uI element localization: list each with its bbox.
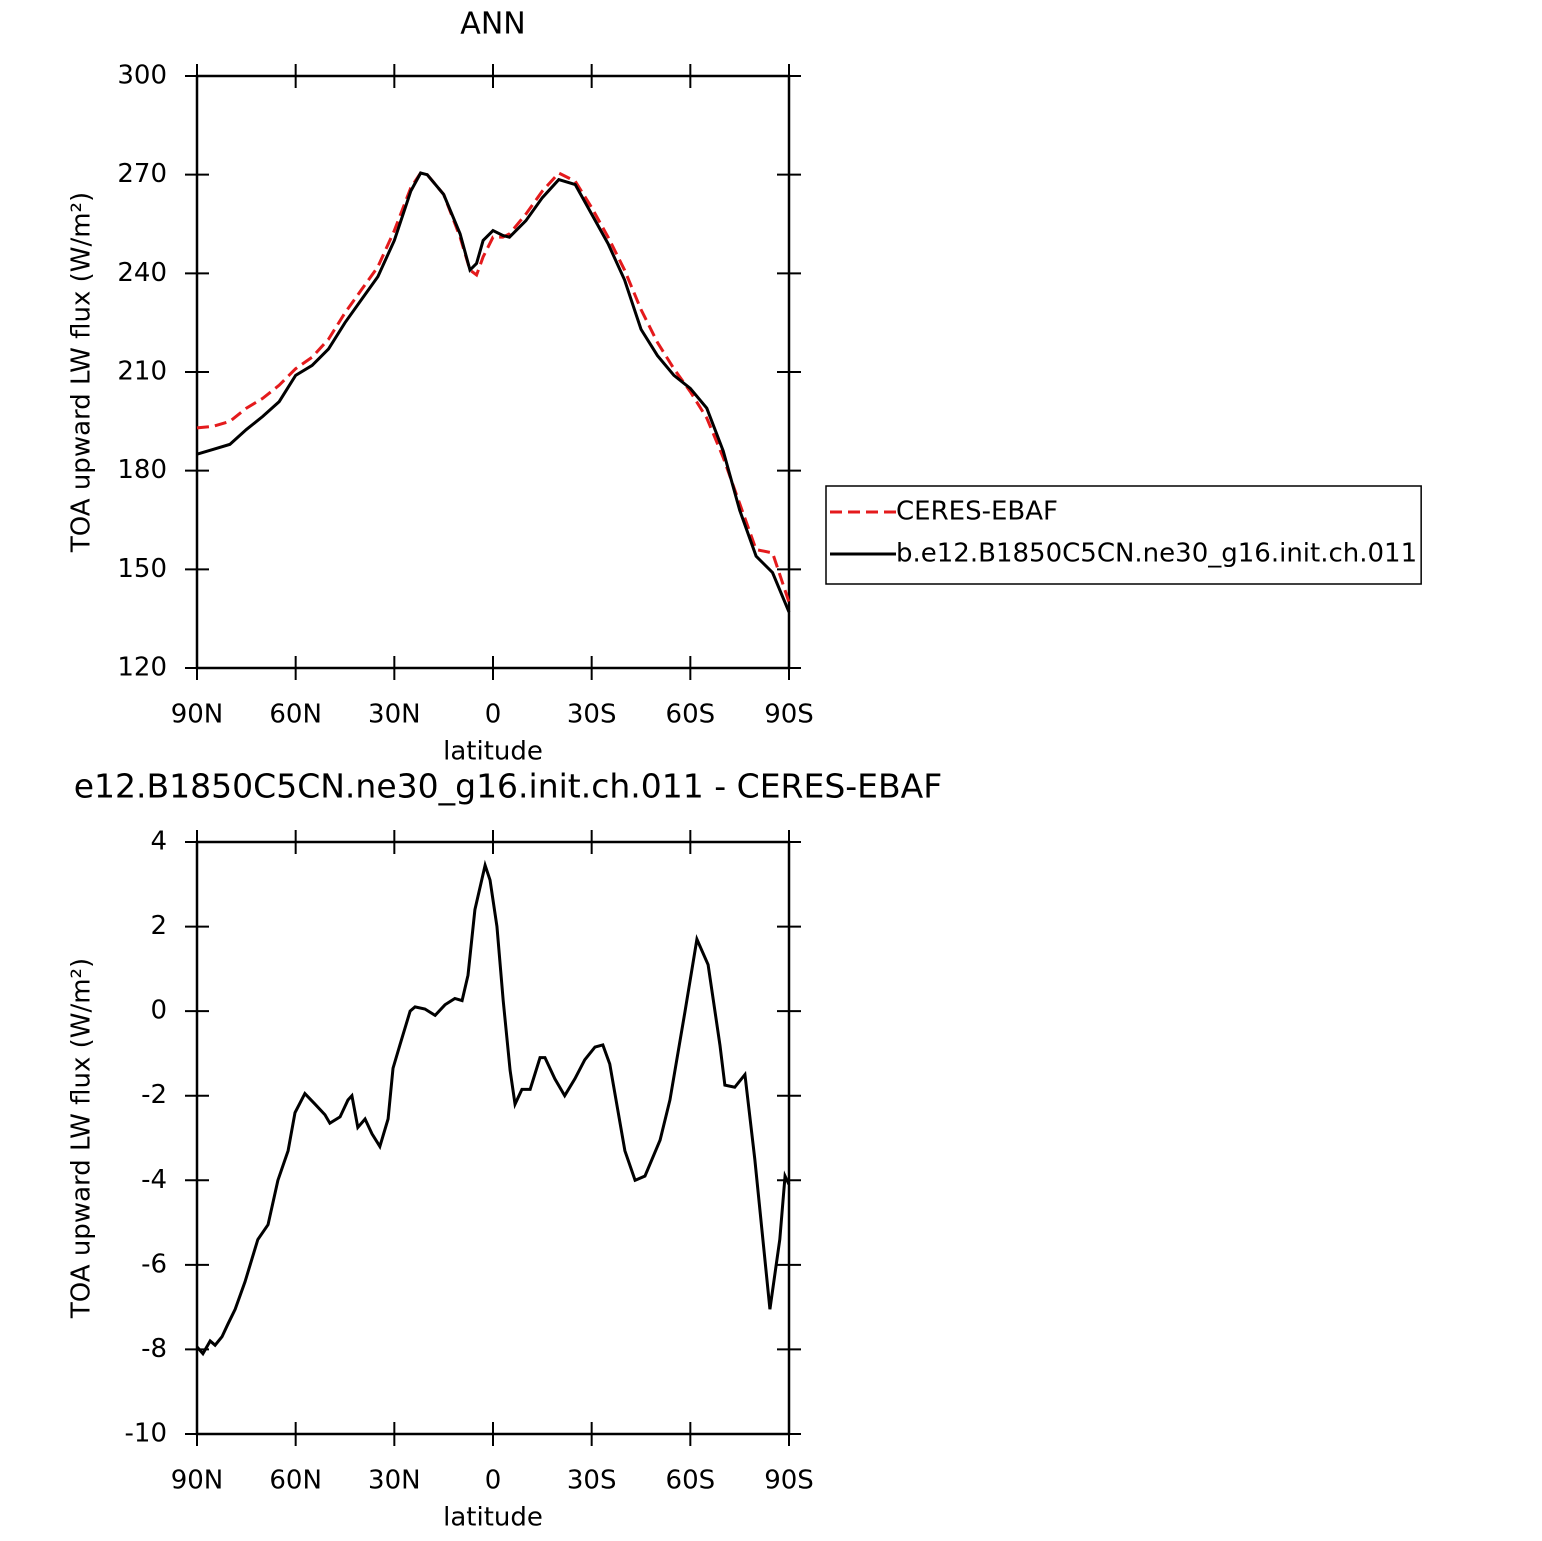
x-tick-label: 0 (485, 700, 502, 730)
y-tick-label: 240 (117, 258, 167, 288)
plot: ANN 90N 60N 30N 0 30S 60S 90S 120 150 180 210 240 270… (67, 7, 1422, 767)
y-axis-label: TOA upward LW flux (W/m²) (67, 192, 97, 553)
x-tick-label: 60N (269, 700, 322, 730)
x-tick-label: 90N (171, 1466, 224, 1496)
y-tick-label: 0 (150, 996, 167, 1026)
y-tick-label: -4 (141, 1165, 167, 1195)
data-line (196, 171, 791, 603)
y-tick-label: 270 (117, 159, 167, 189)
x-tick-label: 0 (485, 1466, 502, 1496)
y-axis-label: TOA upward LW flux (W/m²) (67, 958, 97, 1319)
x-tick-label: 30S (567, 700, 617, 730)
x-tick-label: 60S (666, 1466, 716, 1496)
x-tick-label: 30S (567, 1466, 617, 1496)
legend: CERES-EBAF b.e12.B1850C5CN.ne30_g16.init.… (825, 485, 1422, 585)
plot-frame (195, 840, 791, 1436)
x-tick-label: 90S (764, 700, 814, 730)
data-line (195, 859, 791, 1357)
y-tick-label: -2 (141, 1080, 167, 1110)
legend-box (825, 485, 1422, 585)
chart-title: ANN (460, 7, 525, 42)
y-tick-label: -10 (125, 1419, 167, 1449)
x-tick-label: 30N (368, 700, 421, 730)
x-tick-label: 90S (764, 1466, 814, 1496)
legend-label: CERES-EBAF (896, 497, 1058, 527)
y-tick-label: 180 (117, 455, 167, 485)
x-tick-label: 30N (368, 1466, 421, 1496)
x-tick-label: 60N (269, 1466, 322, 1496)
x-tick-label: 90N (171, 700, 224, 730)
plot-frame (195, 74, 791, 670)
legend-label: b.e12.B1850C5CN.ne30_g16.init.ch.011 (896, 539, 1417, 569)
x-tick-label: 60S (666, 700, 716, 730)
y-tick-label: 150 (117, 554, 167, 584)
x-axis-label: latitude (443, 737, 543, 767)
chart-title: e12.B1850C5CN.ne30_g16.init.ch.011 - CER… (74, 767, 942, 806)
y-tick-label: -6 (141, 1249, 167, 1279)
y-tick-label: 4 (150, 827, 167, 857)
y-tick-label: 210 (117, 357, 167, 387)
y-tick-label: -8 (141, 1334, 167, 1364)
x-axis-label: latitude (443, 1503, 543, 1533)
y-tick-label: 2 (150, 911, 167, 941)
plot: e12.B1850C5CN.ne30_g16.init.ch.011 - CER… (67, 767, 943, 1533)
y-tick-label: 300 (117, 61, 167, 91)
y-tick-label: 120 (117, 653, 167, 683)
data-line (196, 171, 791, 613)
